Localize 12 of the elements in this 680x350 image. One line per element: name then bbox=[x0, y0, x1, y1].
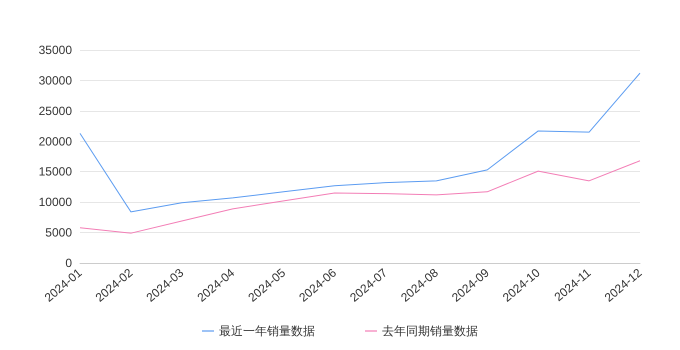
y-tick-label: 30000 bbox=[38, 73, 72, 88]
y-tick-label: 25000 bbox=[38, 104, 72, 118]
y-tick-label: 0 bbox=[65, 256, 72, 270]
line-series bbox=[80, 72, 640, 212]
legend-label: 去年同期销量数据 bbox=[382, 324, 478, 338]
y-tick-label: 15000 bbox=[38, 164, 72, 179]
y-tick-label: 10000 bbox=[38, 195, 72, 210]
y-tick-label: 20000 bbox=[38, 134, 72, 148]
y-tick-label: 5000 bbox=[45, 226, 72, 240]
legend-label: 最近一年销量数据 bbox=[219, 324, 315, 338]
y-tick-label: 35000 bbox=[38, 43, 72, 57]
line-series bbox=[80, 160, 640, 234]
